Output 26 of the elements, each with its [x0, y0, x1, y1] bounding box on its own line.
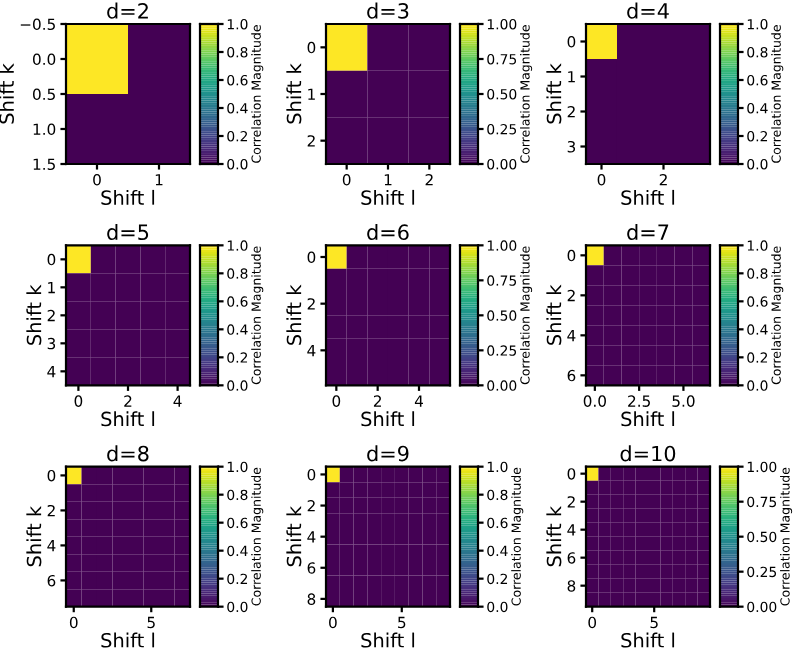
chart-title: d=5: [107, 223, 149, 241]
x-axis-title: Shift l: [621, 189, 675, 205]
x-axis-title: Shift l: [101, 632, 155, 648]
y-axis-title: Shift k: [286, 505, 302, 567]
x-axis-title: Shift l: [621, 411, 675, 427]
y-axis-title: Shift k: [546, 284, 562, 345]
y-axis-title: Shift k: [546, 63, 562, 124]
y-axis-title: Shift k: [26, 284, 42, 345]
x-axis-title: Shift l: [361, 632, 415, 648]
chart-title: d=3: [367, 2, 409, 19]
x-axis-title: Shift l: [101, 411, 155, 427]
y-axis-title: Shift k: [286, 63, 302, 124]
chart-title: d=7: [627, 223, 669, 241]
chart-title: d=6: [367, 223, 409, 241]
chart-title: d=9: [367, 445, 409, 462]
chart-title: d=2: [107, 2, 148, 19]
y-axis-title: Shift k: [546, 505, 562, 567]
chart-title: d=10: [620, 445, 676, 462]
y-axis-title: Shift k: [26, 505, 42, 567]
x-axis-title: Shift l: [101, 189, 155, 205]
x-axis-title: Shift l: [361, 189, 415, 205]
y-axis-title: Shift k: [286, 284, 302, 345]
x-axis-title: Shift l: [621, 632, 675, 648]
x-axis-title: Shift l: [361, 411, 415, 427]
chart-title: d=8: [107, 445, 149, 462]
chart-title: d=4: [627, 2, 669, 19]
